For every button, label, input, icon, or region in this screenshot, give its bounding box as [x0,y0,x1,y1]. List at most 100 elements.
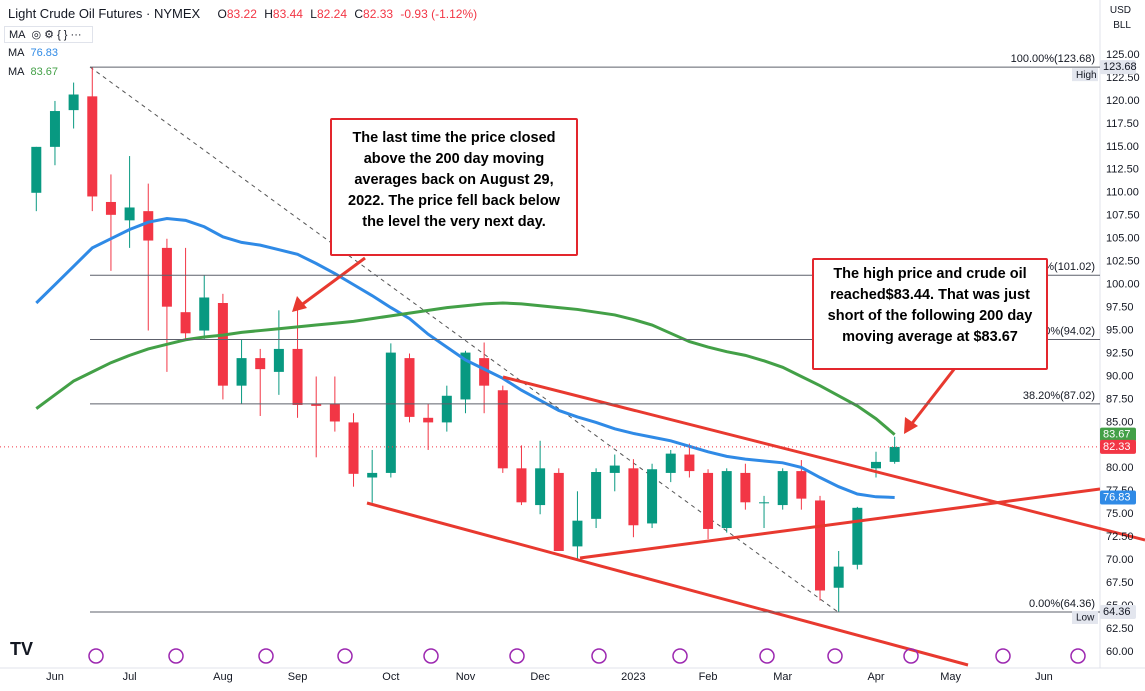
header: Light Crude Oil Futures · NYMEX O83.22 H… [8,6,477,21]
y-tick-label: 92.50 [1106,347,1134,359]
fib-label: 0.00%(64.36) [1029,598,1095,610]
change: -0.93 [400,7,428,21]
ohlc-key: H [264,7,273,21]
legend: MA 76.83 [8,47,64,59]
x-tick-label: Aug [213,671,233,683]
symbol-title: Light Crude Oil Futures · NYMEX [8,6,201,21]
y-tick-label: 67.50 [1106,577,1134,589]
candle-body [311,404,322,406]
x-tick-label: Feb [699,671,718,683]
legend-name: MA [8,47,25,59]
candle-body [721,471,732,529]
arrow-head [904,417,918,434]
x-tick-label: May [940,671,961,683]
candle-body [479,358,490,386]
price-tag-label: 123.68 [1103,61,1137,73]
legend: MA 83.67 [8,66,64,78]
candle-body [703,472,714,529]
y-tick-label: 95.00 [1106,324,1134,336]
x-tick-label: Jun [46,671,64,683]
event-icon [88,648,104,664]
candle-body [217,303,228,386]
y-tick-label: 62.50 [1106,623,1134,635]
indicator-toolbar[interactable]: MA ◎ ⚙ { } ··· [4,26,93,43]
unit[interactable]: BLL [1113,20,1131,31]
price-tag-label: 83.67 [1103,429,1131,441]
y-tick-label: 105.00 [1106,233,1140,245]
candle-body [329,404,340,422]
candle-body [777,471,788,506]
extreme-tag [1072,610,1098,624]
annotation: The high price and crude oil reached$83.… [812,258,1048,370]
annotation: The last time the price closed above the… [330,118,578,256]
y-tick-label: 97.50 [1106,302,1134,314]
price-tag-label: 64.36 [1103,606,1131,618]
ohlc-key: O [217,7,227,21]
trendline [366,501,969,667]
candle-body [852,507,863,565]
candle-body [124,207,135,221]
candle-body [255,358,266,370]
price-tag [1100,60,1136,75]
candle-body [143,211,154,241]
event-icon [827,648,843,664]
price-tag-label: 82.33 [1103,441,1131,453]
event-icon [423,648,439,664]
x-tick-label: Mar [773,671,792,683]
legend-value: 76.83 [30,47,59,59]
candle-body [684,454,695,472]
candle-body [236,358,247,386]
candle-body [572,520,583,547]
currency[interactable]: USD [1109,5,1131,16]
event-icon [903,648,919,664]
candle-body [609,465,620,473]
y-tick-label: 102.50 [1106,256,1140,268]
ohlc-value: 82.33 [363,7,394,21]
candle-body [385,352,396,473]
candle-body [441,395,452,423]
y-tick-label: 110.00 [1106,187,1139,199]
ohlc-value: 82.24 [316,7,348,21]
candle-body [871,461,881,469]
candle-body [647,469,658,524]
candle-body [460,352,471,400]
trendline [579,487,1101,560]
candle-body [367,472,378,478]
ohlc-value: 83.44 [272,7,303,21]
candle-body [199,297,210,331]
candle-body [161,247,172,307]
arrow [299,256,366,308]
x-tick-label: Nov [456,671,476,683]
price-tag [1100,490,1136,505]
change-pct: (-1.12%) [431,7,478,21]
tv-logo: TV [10,639,33,659]
event-icon [1070,648,1086,664]
x-tick-label: 2023 [621,671,645,683]
candle-body [535,468,546,506]
ohlc-key: L [310,7,317,21]
fib-label: 100.00%(123.68) [1011,53,1095,65]
y-tick-label: 60.00 [1106,646,1134,658]
legend-name: MA [8,66,25,78]
y-tick-label: 72.50 [1106,531,1134,543]
y-tick-label: 75.00 [1106,508,1134,520]
candle-body [516,468,527,503]
candle-body [348,422,359,474]
candle-body [889,446,900,462]
event-icon [337,648,353,664]
candle-body [49,111,60,147]
candle-body [833,566,844,588]
event-icon [258,648,274,664]
extreme-label: Low [1076,613,1095,624]
event-icon [168,648,184,664]
ma-line [35,301,896,436]
x-tick-label: Jun [1035,671,1053,683]
drawings [89,66,839,613]
event-icon [672,648,688,664]
y-tick-label: 122.50 [1106,72,1140,84]
toolbar-label: MA [9,29,26,41]
candle-body [759,502,770,504]
y-tick-label: 85.00 [1106,416,1134,428]
